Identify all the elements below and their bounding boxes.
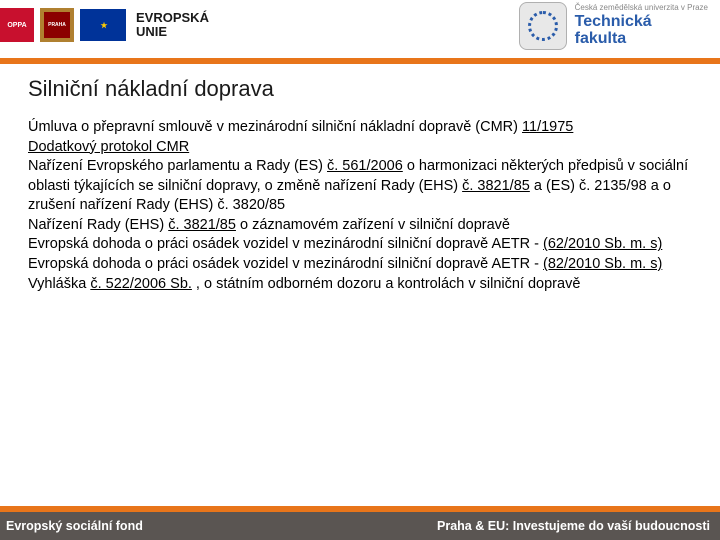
page-title: Silniční nákladní doprava: [28, 76, 692, 102]
link-3821-85-b[interactable]: č. 3821/85: [168, 217, 236, 233]
faculty-name-line2: fakulta: [575, 30, 708, 48]
text-segment: Nařízení Rady (EHS): [28, 217, 168, 233]
link-3821-85-a[interactable]: č. 3821/85: [462, 178, 530, 194]
header-left-logos: OPPA PRAHA ⋆ EVROPSKÁ UNIE: [0, 8, 209, 42]
oppa-text: OPPA: [7, 22, 26, 29]
eu-stars-icon: ⋆: [98, 15, 107, 36]
content-area: Silniční nákladní doprava Úmluva o přepr…: [0, 64, 720, 294]
eu-label-line1: EVROPSKÁ: [136, 11, 209, 25]
footer-left-text: Evropský sociální fond: [6, 519, 143, 533]
eu-label-line2: UNIE: [136, 25, 209, 39]
body-text: Úmluva o přepravní smlouvě v mezinárodní…: [28, 118, 692, 294]
footer-bar: Evropský sociální fond Praha & EU: Inves…: [0, 512, 720, 540]
text-segment: Vyhláška: [28, 276, 90, 292]
faculty-badge: [519, 2, 567, 50]
faculty-text: Česká zemědělská univerzita v Praze Tech…: [575, 4, 708, 48]
eu-label: EVROPSKÁ UNIE: [136, 11, 209, 40]
text-segment: o záznamovém zařízení v silniční dopravě: [236, 217, 510, 233]
link-561-2006[interactable]: č. 561/2006: [327, 158, 403, 174]
oppa-logo: OPPA: [0, 8, 34, 42]
faculty-name-line1: Technická: [575, 13, 708, 31]
text-segment: Evropská dohoda o práci osádek vozidel v…: [28, 236, 543, 252]
text-segment: Úmluva o přepravní smlouvě v mezinárodní…: [28, 119, 522, 135]
header-right-logo: Česká zemědělská univerzita v Praze Tech…: [519, 2, 708, 50]
link-522-2006[interactable]: č. 522/2006 Sb.: [90, 276, 192, 292]
text-segment: , o státním odborném dozoru a kontrolách…: [192, 276, 580, 292]
link-82-2010[interactable]: (82/2010 Sb. m. s): [543, 256, 662, 272]
header: OPPA PRAHA ⋆ EVROPSKÁ UNIE Česká zeměděl…: [0, 0, 720, 58]
eu-flag: ⋆: [80, 9, 126, 41]
text-segment: Evropská dohoda o práci osádek vozidel v…: [28, 256, 543, 272]
footer-right-text: Praha & EU: Investujeme do vaší budoucno…: [437, 519, 710, 533]
praha-logo: PRAHA: [40, 8, 74, 42]
gear-icon: [528, 11, 558, 41]
university-name: Česká zemědělská univerzita v Praze: [575, 4, 708, 13]
footer: Evropský sociální fond Praha & EU: Inves…: [0, 506, 720, 540]
text-segment: Nařízení Evropského parlamentu a Rady (E…: [28, 158, 327, 174]
link-dodatkovy-protokol[interactable]: Dodatkový protokol CMR: [28, 139, 189, 155]
link-cmr-11-1975[interactable]: 11/1975: [522, 119, 573, 135]
praha-inner: PRAHA: [44, 12, 70, 38]
link-62-2010[interactable]: (62/2010 Sb. m. s): [543, 236, 662, 252]
